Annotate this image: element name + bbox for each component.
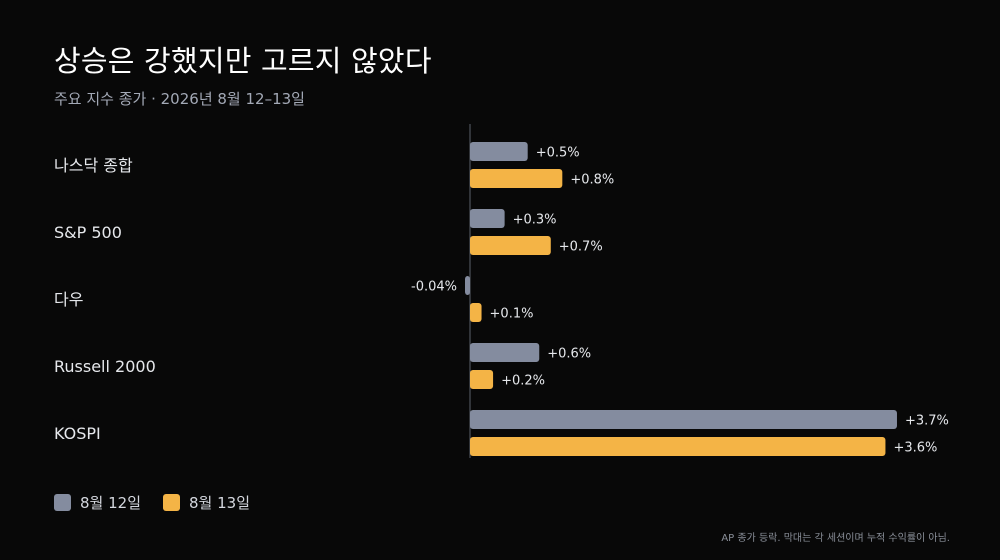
bar-series-2 — [470, 437, 886, 456]
legend-label-series-1: 8월 12일 — [80, 494, 141, 512]
legend: 8월 12일 8월 13일 — [54, 492, 272, 513]
bar-series-2 — [470, 169, 563, 188]
bar-series-1 — [470, 142, 528, 161]
data-label-series-1: +0.5% — [536, 146, 580, 161]
category-label: 다우 — [54, 290, 83, 309]
data-label-series-1: -0.04% — [411, 280, 457, 295]
legend-item-series-2: 8월 13일 — [163, 492, 250, 513]
chart-subtitle: 주요 지수 종가 · 2026년 8월 12–13일 — [54, 90, 305, 108]
category-label: Russell 2000 — [54, 357, 156, 376]
bar-series-2 — [470, 303, 482, 322]
data-label-series-1: +0.6% — [547, 347, 591, 362]
bar-series-1 — [470, 343, 540, 362]
legend-swatch-series-1 — [54, 494, 71, 511]
data-label-series-2: +3.6% — [893, 441, 937, 456]
bar-series-1 — [470, 209, 505, 228]
legend-item-series-1: 8월 12일 — [54, 492, 141, 513]
category-label: 나스닥 종합 — [54, 156, 133, 175]
bar-series-1 — [465, 276, 470, 295]
data-label-series-2: +0.1% — [490, 307, 534, 322]
legend-label-series-2: 8월 13일 — [189, 494, 250, 512]
legend-swatch-series-2 — [163, 494, 180, 511]
source-footnote: AP 종가 등락. 막대는 각 세션이며 누적 수익률이 아님. — [721, 533, 950, 544]
data-label-series-1: +3.7% — [905, 414, 949, 429]
data-label-series-2: +0.2% — [501, 374, 545, 389]
bar-series-2 — [470, 370, 494, 389]
chart-title: 상승은 강했지만 고르지 않았다 — [54, 44, 432, 78]
bar-series-2 — [470, 236, 551, 255]
category-label: KOSPI — [54, 424, 101, 443]
category-label: S&P 500 — [54, 223, 122, 242]
bar-chart: 나스닥 종합 +0.5% +0.8% S&P 500 +0.3%+0.7% 다우 -0.04… — [54, 124, 949, 458]
data-label-series-2: +0.7% — [559, 240, 603, 255]
data-label-series-1: +0.3% — [513, 213, 557, 228]
bar-series-1 — [470, 410, 897, 429]
data-label-series-2: +0.8% — [570, 173, 614, 188]
